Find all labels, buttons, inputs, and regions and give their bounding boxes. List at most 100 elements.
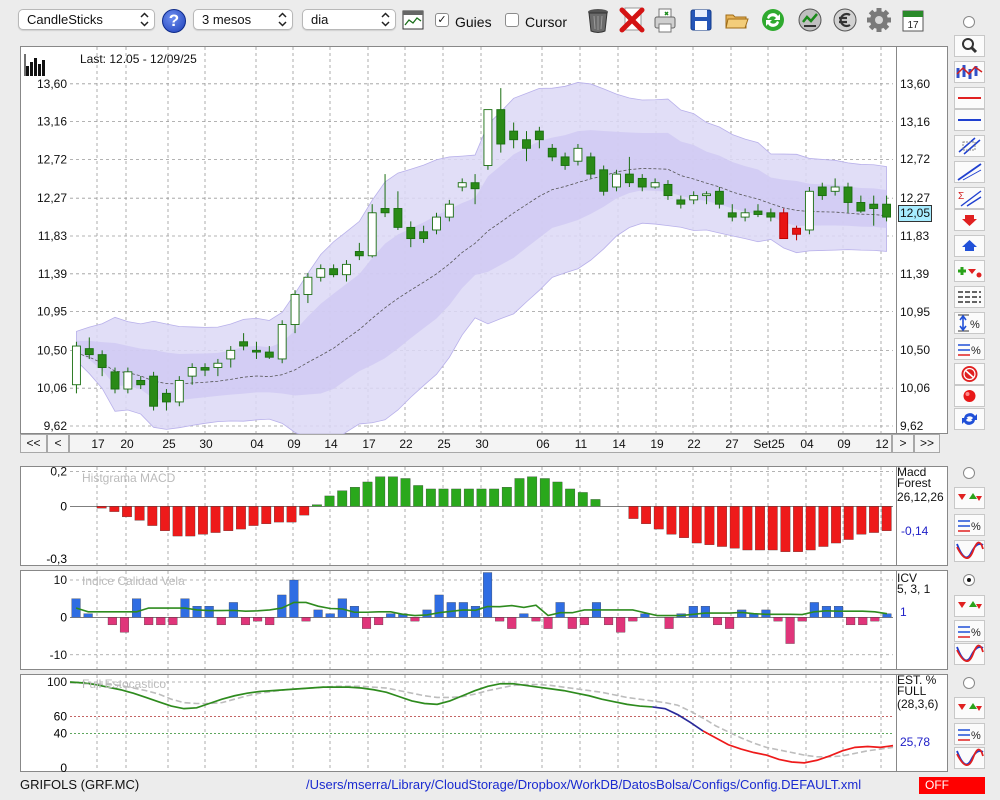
guides-checkbox[interactable]: ✓ xyxy=(435,13,449,27)
channel-button[interactable] xyxy=(954,135,985,157)
connection-status-badge[interactable]: OFF xyxy=(919,777,985,794)
svg-text:%: % xyxy=(971,730,981,742)
icv-levels-button[interactable]: % xyxy=(954,620,985,642)
macd-bar xyxy=(881,506,892,531)
sell-signal-button[interactable] xyxy=(954,209,985,231)
macd-bar xyxy=(501,487,512,507)
period-select[interactable]: 3 mesos xyxy=(193,9,293,30)
candle-body xyxy=(560,156,570,166)
delete-icon[interactable] xyxy=(619,6,645,34)
trendline-button[interactable] xyxy=(954,161,985,183)
currency-icon[interactable] xyxy=(832,6,858,34)
grid-lines-button[interactable] xyxy=(954,286,985,308)
macd-cross-button[interactable] xyxy=(954,540,985,562)
icv-panel[interactable]: 10 0 -10 Indice Calidad Vela xyxy=(20,570,897,670)
macd-panel[interactable]: 0,2 0 -0,3 Histgrama MACD xyxy=(20,466,897,566)
chart-type-select[interactable]: CandleSticks xyxy=(18,9,155,30)
nav-prev-button[interactable]: < xyxy=(47,434,69,453)
macd-bar xyxy=(463,488,474,507)
stoch-line-red xyxy=(702,730,894,764)
y-tick-label: 40 xyxy=(54,727,68,741)
icv-bar xyxy=(156,617,166,626)
icv-cross-button[interactable] xyxy=(954,643,985,665)
macd-bar xyxy=(565,488,576,507)
candle-body xyxy=(509,130,519,141)
svg-text:17: 17 xyxy=(907,20,919,31)
last-price-label: Last: 12.05 - 12/09/25 xyxy=(80,52,197,66)
interval-select[interactable]: dia xyxy=(302,9,396,30)
icv-bar xyxy=(192,606,202,618)
nav-last-button[interactable]: >> xyxy=(914,434,940,453)
gear-icon[interactable] xyxy=(866,6,892,34)
date-axis[interactable]: 17 20 25 30 04 09 14 17 22 25 30 06 11 14 19 22 27 Set25 0… xyxy=(69,434,892,453)
icv-bar xyxy=(797,617,807,622)
y-tick-label: 0 xyxy=(60,610,67,624)
sync-arrows-icon xyxy=(962,413,977,425)
candle xyxy=(663,180,673,200)
macd-bar xyxy=(274,506,284,523)
macd-levels-button[interactable]: % xyxy=(954,514,985,536)
layout-icon[interactable] xyxy=(402,10,424,30)
nav-next-button[interactable]: > xyxy=(892,434,914,453)
icv-bar xyxy=(604,617,614,626)
add-signal-button[interactable] xyxy=(954,260,985,282)
icv-bar xyxy=(470,606,480,618)
candle-body xyxy=(740,212,750,218)
stoch-cross-button[interactable] xyxy=(954,747,985,769)
help-icon[interactable]: ? xyxy=(162,9,186,33)
bollinger-band-inner xyxy=(76,130,887,401)
icv-bar xyxy=(216,617,226,626)
macd-signals-button[interactable] xyxy=(954,487,985,509)
candle xyxy=(856,195,866,213)
horizontal-line-blue-button[interactable] xyxy=(954,109,985,131)
icv-bar xyxy=(785,617,795,644)
panel-radio-stoch[interactable] xyxy=(963,677,975,689)
candle xyxy=(187,363,197,385)
fibonacci-button[interactable]: Σ xyxy=(954,187,985,209)
stoch-signals-button[interactable] xyxy=(954,697,985,719)
icv-bar xyxy=(313,609,323,618)
candle-body xyxy=(123,371,133,390)
panel-radio-icv[interactable] xyxy=(963,574,975,586)
date-tick-label: 22 xyxy=(399,437,413,451)
trash-icon[interactable] xyxy=(585,6,611,34)
svg-text:%: % xyxy=(971,521,981,533)
calendar-icon[interactable]: 17 xyxy=(900,6,926,34)
price-axis-tick: 13,60 xyxy=(900,76,931,91)
zoom-button[interactable] xyxy=(954,35,985,57)
icv-signals-button[interactable] xyxy=(954,595,985,617)
macd-side xyxy=(897,466,948,566)
macd-bar xyxy=(843,506,854,540)
chart-update-icon[interactable] xyxy=(797,6,823,34)
cursor-checkbox[interactable] xyxy=(505,13,519,27)
config-path[interactable]: /Users/mserra/Library/CloudStorage/Dropb… xyxy=(306,777,862,792)
macd-bar xyxy=(451,488,462,507)
print-icon[interactable] xyxy=(652,6,678,34)
price-chart[interactable]: 13,60 13,16 12,72 12,27 11,83 11,39 10,95 10,50… xyxy=(20,46,897,434)
folder-icon[interactable] xyxy=(724,6,750,34)
record-button[interactable] xyxy=(954,385,985,407)
stoch-levels-button[interactable]: % xyxy=(954,723,985,745)
range-percent-button[interactable]: % xyxy=(954,312,985,334)
buy-signal-button[interactable] xyxy=(954,235,985,257)
refresh-icon[interactable] xyxy=(760,6,786,34)
panel-radio-main[interactable] xyxy=(963,16,975,28)
levels-percent-button[interactable]: % xyxy=(954,338,985,360)
icv-bar xyxy=(119,617,129,633)
chart-style-button[interactable] xyxy=(954,61,985,83)
horizontal-line-red-button[interactable] xyxy=(954,87,985,109)
candle-body xyxy=(753,210,763,215)
channel-icon xyxy=(958,137,981,155)
save-icon[interactable] xyxy=(688,6,714,34)
panel-radio-macd[interactable] xyxy=(963,467,975,479)
magnifier-icon xyxy=(962,38,978,54)
cancel-button[interactable] xyxy=(954,363,985,385)
candle xyxy=(612,169,621,192)
stochastic-panel[interactable]: 100 60 40 0 Full Estocastico xyxy=(20,674,897,772)
nav-first-button[interactable]: << xyxy=(20,434,47,453)
sync-button[interactable] xyxy=(954,408,985,430)
y-tick-label: 0 xyxy=(60,761,67,772)
candle xyxy=(457,178,467,192)
candle-body xyxy=(586,156,596,175)
red-line-icon xyxy=(958,97,981,99)
